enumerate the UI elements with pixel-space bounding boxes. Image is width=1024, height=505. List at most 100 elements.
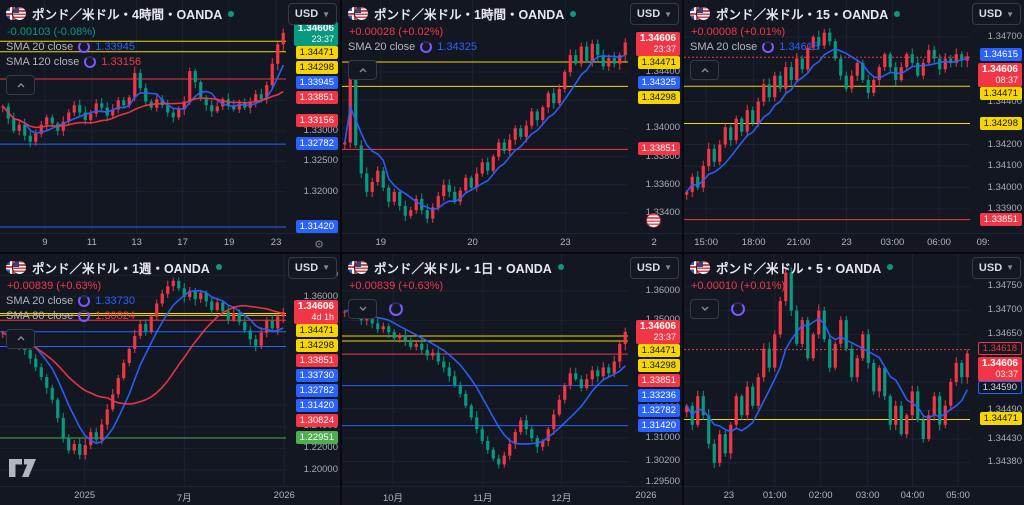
price-label: 1.29500 [645, 475, 680, 487]
price-scale[interactable]: USD ▼ 1.34606 23:37 1.34471 1.34298 1.33945 1… [286, 0, 340, 234]
price-label: 1.34471 [637, 344, 680, 357]
time-axis[interactable]: 9 11 13 17 19 23 [0, 232, 340, 252]
indicator-loading-icon [731, 301, 745, 316]
price-label: 1.33400 [645, 207, 680, 218]
indicator-value: 1.33156 [101, 56, 142, 68]
time-axis[interactable]: 15:00 18:00 21:00 23 03:00 06:00 09: [684, 232, 1024, 252]
chart-plot-area[interactable] [0, 0, 286, 234]
time-tick-label: 06:00 [927, 236, 951, 248]
indicator-label: SMA 120 close [6, 56, 80, 68]
time-tick-label: 12月 [551, 493, 572, 504]
price-label: 1.33800 [645, 150, 680, 162]
price-scale[interactable]: USD ▼ 1.34750 1.34700 1.34650 1.34618 1.3460… [970, 254, 1024, 488]
legend-collapse-button[interactable] [348, 60, 377, 80]
price-scale[interactable]: USD ▼ 1.34606 23:37 1.34471 1.34400 1.34325 1… [628, 0, 682, 234]
gear-icon[interactable]: ⚙ [314, 238, 324, 251]
chart-plot-area[interactable] [684, 253, 970, 487]
currency-dropdown[interactable]: USD ▼ [288, 256, 337, 279]
indicator-legend: SMA 20 close 1.33730 SMA 80 close 1.30824 [6, 294, 222, 322]
time-tick-label: 17 [177, 236, 188, 248]
price-label: 1.20000 [303, 463, 338, 475]
currency-dropdown[interactable]: USD ▼ [972, 3, 1021, 25]
time-tick-label: 20 [467, 236, 478, 248]
chart-panel[interactable]: USD ▼ 1.347001.346151.3460608:371.345001… [684, 0, 1024, 252]
currency-dropdown[interactable]: USD ▼ [288, 3, 337, 25]
price-label: 1.33000 [303, 124, 338, 136]
indicator-value: 1.30824 [95, 309, 136, 322]
indicator-loading-icon [762, 41, 775, 53]
chevron-down-icon: ▼ [1006, 9, 1015, 19]
current-price-label: 1.34606 23:37 [293, 21, 338, 46]
indicator-value: 1.33945 [95, 41, 136, 53]
price-label: 1.33900 [987, 203, 1022, 215]
chart-panel[interactable]: USD ▼ 1.34606 23:37 1.34471 1.34400 1.34325 1… [342, 0, 682, 252]
indicator-row[interactable]: SMA 20 close 1.34325 [348, 41, 576, 53]
price-label: 1.33156 [295, 114, 338, 128]
currency-label: USD [978, 8, 1003, 20]
legend-collapse-button[interactable] [348, 298, 377, 319]
time-tick-label: 7月 [176, 493, 192, 504]
chevron-down-icon: ▼ [664, 9, 673, 19]
indicator-row[interactable]: SMA 20 close 1.33945 [6, 41, 234, 53]
chart-panel[interactable]: USD ▼ 1.34606 23:37 1.34471 1.34298 1.33945 1… [0, 0, 340, 252]
chevron-up-icon [701, 67, 708, 72]
chevron-down-icon: ▼ [664, 263, 673, 272]
price-label: 1.34000 [987, 181, 1022, 193]
chevron-up-icon [359, 67, 366, 72]
currency-dropdown[interactable]: USD ▼ [972, 256, 1021, 279]
chevron-down-icon: ▼ [322, 9, 331, 19]
tradingview-logo[interactable] [9, 459, 36, 482]
price-label: 1.34430 [987, 432, 1022, 444]
time-axis[interactable]: 2025 7月 2026 [0, 486, 340, 505]
chart-plot-area[interactable] [342, 253, 628, 487]
chevron-up-icon [359, 306, 366, 311]
indicator-loading-icon [389, 301, 403, 316]
price-label: 1.34400 [645, 66, 680, 77]
time-axis[interactable]: 23 01:00 02:00 03:00 04:00 05:00 [684, 486, 1024, 505]
price-scale[interactable]: USD ▼ 1.347001.346151.3460608:371.345001… [970, 0, 1024, 234]
indicator-row[interactable]: SMA 20 close 1.34615 [690, 41, 900, 53]
price-label: 1.33851 [979, 212, 1022, 226]
current-price-label: 1.34606 03:37 [977, 357, 1022, 382]
price-label: 1.34471 [637, 55, 680, 69]
price-label: 1.33851 [295, 90, 338, 104]
price-label: 1.34700 [987, 304, 1022, 316]
price-label: 1.34298 [637, 90, 680, 104]
price-label: 1.34100 [987, 160, 1022, 171]
price-label: 1.34650 [987, 327, 1022, 339]
indicator-legend: SMA 20 close 1.33945 SMA 120 close 1.33156 [6, 41, 234, 68]
chart-plot-area[interactable] [342, 0, 628, 234]
legend-collapse-button[interactable] [6, 328, 35, 349]
price-label: 1.33851 [295, 354, 338, 368]
price-label: 1.34490 [987, 404, 1022, 415]
price-label: 1.36000 [645, 284, 680, 296]
currency-label: USD [636, 8, 661, 20]
legend-collapse-button[interactable] [690, 298, 719, 319]
current-price-label: 1.34606 23:37 [635, 31, 680, 56]
time-tick-label: 13 [131, 236, 142, 248]
price-label: 1.35000 [646, 314, 680, 325]
indicator-row[interactable]: SMA 80 close 1.30824 [6, 309, 222, 322]
legend-collapse-button[interactable] [690, 60, 719, 80]
time-axis[interactable]: 19 20 23 2 [342, 232, 682, 252]
economic-calendar-flag-icon[interactable] [646, 212, 662, 228]
currency-dropdown[interactable]: USD ▼ [630, 256, 679, 279]
chart-panel[interactable]: USD ▼ 1.34750 1.34700 1.34650 1.34618 1.3460… [684, 253, 1024, 505]
price-label: 1.32782 [295, 384, 338, 398]
chart-plot-area[interactable] [0, 253, 286, 487]
price-label: 1.33851 [637, 142, 680, 156]
currency-dropdown[interactable]: USD ▼ [630, 3, 679, 25]
chart-plot-area[interactable] [684, 0, 970, 234]
time-axis[interactable]: 10月 11月 12月 2026 [342, 486, 682, 505]
price-label: 1.34000 [645, 122, 680, 134]
indicator-row[interactable]: SMA 20 close 1.33730 [6, 294, 222, 307]
currency-label: USD [978, 261, 1003, 274]
indicator-row[interactable]: SMA 120 close 1.33156 [6, 56, 234, 68]
current-price-label: 1.34606 08:37 [977, 63, 1022, 88]
chevron-down-icon: ▼ [322, 263, 331, 272]
legend-collapse-button[interactable] [6, 75, 35, 95]
